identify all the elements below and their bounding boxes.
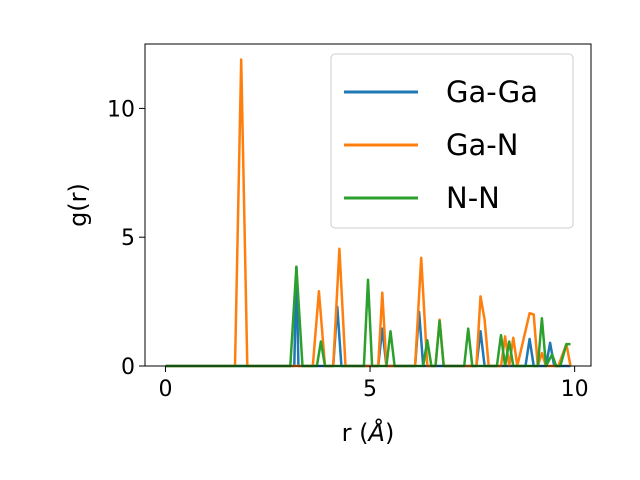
x-axis-label-symbol: Å bbox=[367, 418, 385, 447]
legend-label-ga-n: Ga-N bbox=[446, 128, 518, 162]
y-tick-label: 0 bbox=[121, 355, 135, 380]
plot-frame bbox=[144, 43, 592, 367]
y-tick-label: 5 bbox=[121, 226, 135, 251]
legend-label-ga-ga: Ga-Ga bbox=[446, 75, 538, 109]
series-line-n-n bbox=[165, 265, 571, 368]
legend-label-n-n: N-N bbox=[446, 181, 500, 215]
x-tick-label: 10 bbox=[561, 377, 589, 402]
y-axis: 0 5 10 bbox=[107, 97, 145, 380]
x-tick-label: 0 bbox=[158, 377, 172, 402]
x-axis-label: r (Å) bbox=[342, 418, 395, 447]
y-tick-label: 10 bbox=[107, 97, 135, 122]
y-axis-label: g(r) bbox=[64, 183, 92, 227]
x-tick-label: 5 bbox=[363, 377, 377, 402]
legend: Ga-Ga Ga-N N-N bbox=[330, 53, 574, 229]
legend-box bbox=[330, 53, 574, 229]
x-axis: 0 5 10 bbox=[158, 366, 589, 402]
